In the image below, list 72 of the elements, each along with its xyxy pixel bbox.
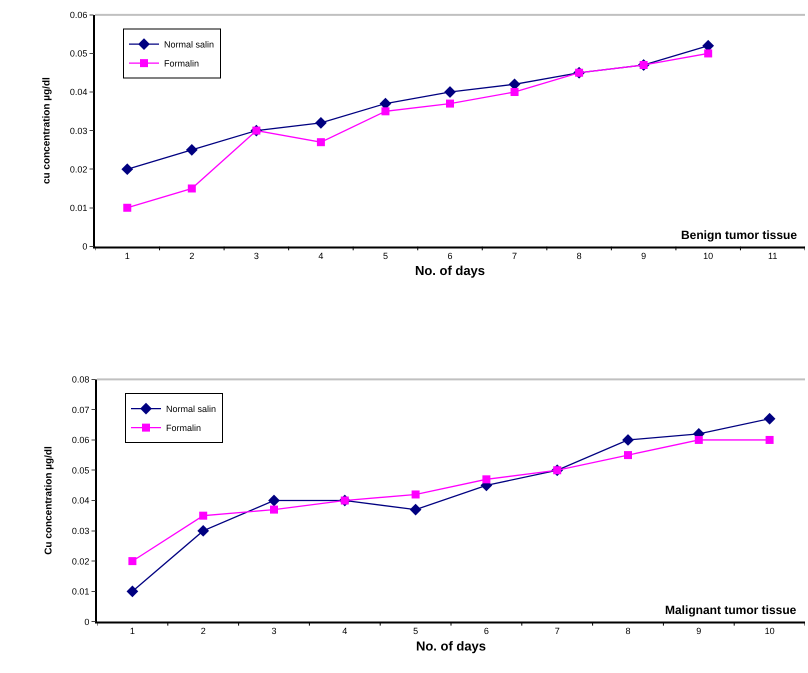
legend-label: Formalin — [166, 423, 202, 434]
point — [316, 138, 325, 146]
legend-label: Normal salin — [164, 40, 214, 50]
point — [482, 475, 490, 484]
y-tick-label: 0.02 — [70, 164, 88, 174]
x-tick-label: 8 — [625, 626, 631, 636]
y-tick-label: 0.04 — [72, 496, 90, 506]
x-tick-label: 6 — [484, 626, 489, 636]
point — [128, 557, 136, 566]
x-tick-label: 5 — [382, 250, 388, 261]
point — [694, 436, 703, 444]
y-tick-label: 0.01 — [70, 202, 88, 213]
x-tick-label: 2 — [189, 250, 194, 261]
x-tick-label: 3 — [254, 250, 259, 261]
point — [624, 451, 632, 460]
point — [766, 436, 774, 444]
point — [381, 107, 390, 116]
x-tick-label: 4 — [318, 250, 324, 261]
y-tick-label: 0.07 — [72, 404, 90, 415]
point — [412, 490, 420, 498]
y-tick-label: 0.08 — [72, 374, 90, 385]
point — [444, 86, 456, 98]
y-tick-label: 0.05 — [72, 465, 90, 476]
x-axis-title: No. of days — [416, 638, 486, 654]
point — [410, 504, 422, 516]
y-tick-label: 0.06 — [70, 10, 88, 20]
x-tick-label: 3 — [271, 626, 277, 636]
point — [188, 184, 196, 192]
y-tick-label: 0.05 — [70, 48, 88, 59]
point — [199, 512, 208, 520]
y-tick-label: 0.06 — [72, 435, 90, 446]
legend-label: Formalin — [164, 58, 200, 69]
legend-label: Normal salin — [166, 404, 216, 414]
point — [121, 163, 134, 176]
y-tick-label: 0 — [84, 616, 90, 627]
point — [446, 100, 454, 108]
x-tick-label: 5 — [413, 626, 418, 636]
x-tick-label: 9 — [641, 250, 646, 261]
x-tick-label: 10 — [703, 250, 714, 261]
x-tick-label: 10 — [764, 626, 775, 636]
y-tick-label: 0.01 — [72, 586, 90, 597]
y-tick-label: 0 — [82, 242, 88, 252]
y-tick-label: 0.04 — [70, 87, 88, 98]
y-axis-title: cu concentration µg/dl — [41, 76, 52, 184]
x-tick-label: 11 — [768, 250, 778, 261]
point — [123, 204, 132, 212]
x-tick-label: 7 — [554, 626, 560, 636]
annotation: Malignant tumor tissue — [665, 603, 797, 617]
point — [268, 494, 280, 506]
point — [197, 524, 210, 537]
point — [270, 506, 278, 514]
point — [315, 117, 327, 129]
point — [622, 434, 634, 446]
point — [704, 49, 712, 58]
y-axis-title: Cu concentration µg/dl — [43, 446, 54, 555]
x-tick-label: 6 — [447, 250, 453, 261]
y-tick-label: 0.03 — [72, 526, 90, 536]
x-tick-label: 2 — [200, 626, 206, 636]
y-tick-label: 0.02 — [72, 556, 90, 566]
point — [510, 88, 519, 96]
x-tick-label: 1 — [124, 250, 130, 261]
point — [764, 412, 776, 425]
point — [126, 586, 138, 598]
annotation: Benign tumor tissue — [681, 228, 798, 242]
y-tick-label: 0.03 — [70, 126, 88, 136]
x-tick-label: 7 — [512, 250, 518, 261]
point — [186, 144, 198, 156]
x-tick-label: 1 — [130, 626, 135, 636]
x-tick-label: 9 — [696, 626, 702, 636]
x-axis-title: No. of days — [414, 263, 486, 278]
x-tick-label: 4 — [342, 626, 348, 636]
x-tick-label: 8 — [576, 250, 582, 261]
